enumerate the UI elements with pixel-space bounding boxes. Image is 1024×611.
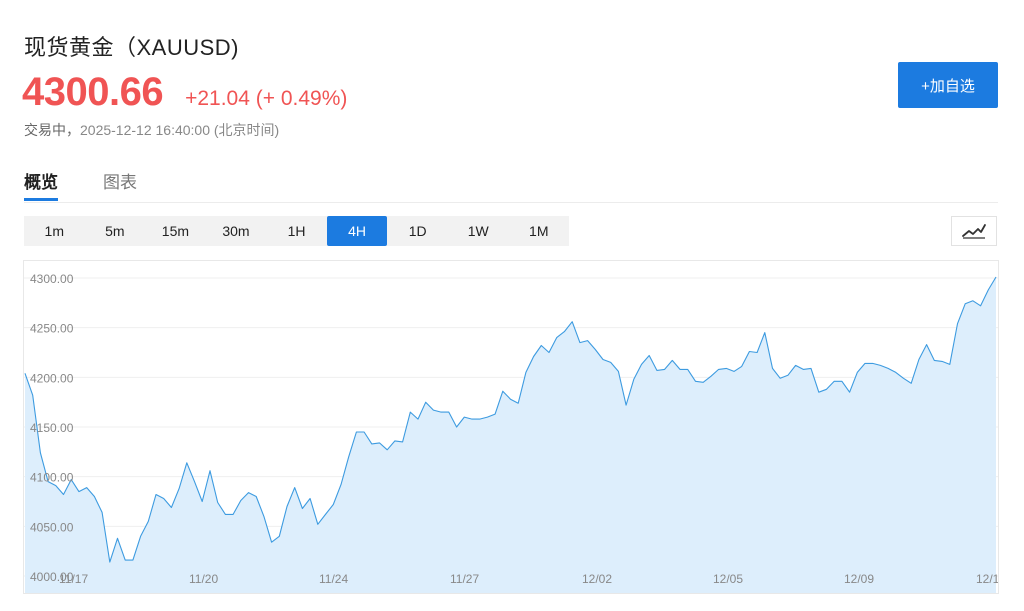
timeframe-selector: 1m 5m 15m 30m 1H 4H 1D 1W 1M	[24, 216, 569, 246]
x-tick-label: 11/20	[189, 572, 218, 586]
timeframe-1mo[interactable]: 1M	[529, 223, 549, 239]
price-chart[interactable]: 4000.00 4050.00 4100.00 4150.00 4200.00 4250.…	[23, 260, 999, 594]
x-tick-label: 12/09	[844, 572, 874, 586]
x-tick-label: 11/24	[319, 572, 348, 586]
price-area	[25, 277, 996, 593]
timeframe-1w[interactable]: 1W	[467, 223, 489, 239]
timeframe-30m[interactable]: 30m	[222, 223, 250, 239]
status-label: 交易中，	[24, 122, 80, 138]
timeframe-1d[interactable]: 1D	[408, 223, 427, 239]
y-tick-label: 4200.00	[30, 371, 74, 385]
timeframe-15m[interactable]: 15m	[161, 223, 190, 239]
x-tick-label: 11/17	[59, 572, 88, 586]
timeframe-1m[interactable]: 1m	[44, 223, 64, 239]
x-tick-label: 11/27	[450, 572, 479, 586]
timeframe-4h[interactable]: 4H	[326, 216, 388, 246]
chart-type-button[interactable]	[951, 216, 997, 246]
page-title: 现货黄金（XAUUSD)	[24, 35, 240, 60]
trading-status: 交易中，2025-12-12 16:40:00 (北京时间)	[24, 120, 279, 140]
tab-bar: 概览 图表	[24, 168, 998, 203]
x-tick-label: 12/02	[582, 572, 612, 586]
x-tick-label: 12/05	[713, 572, 743, 586]
y-tick-label: 4300.00	[30, 272, 74, 286]
price-chart-svg: 4000.00 4050.00 4100.00 4150.00 4200.00 4250.…	[24, 272, 998, 593]
y-tick-label: 4050.00	[30, 520, 74, 534]
price-row: 4300.66 +21.04 (+ 0.49%)	[22, 70, 347, 116]
y-tick-label: 4150.00	[30, 421, 74, 435]
timeframe-1h[interactable]: 1H	[287, 223, 306, 239]
y-tick-label: 4250.00	[30, 322, 74, 336]
price-change: +21.04 (+ 0.49%)	[185, 87, 348, 110]
x-tick-label: 12/1	[976, 572, 998, 586]
timestamp: 2025-12-12 16:40:00 (北京时间)	[80, 122, 280, 138]
price-line	[24, 276, 997, 563]
current-price: 4300.66	[22, 70, 164, 114]
add-to-watchlist-button[interactable]: +加自选	[898, 62, 998, 108]
tab-overview[interactable]: 概览	[24, 168, 58, 201]
line-chart-icon	[962, 224, 986, 239]
tab-chart[interactable]: 图表	[103, 173, 137, 192]
y-tick-label: 4000.00	[30, 570, 74, 584]
timeframe-5m[interactable]: 5m	[105, 223, 125, 239]
y-tick-label: 4100.00	[30, 471, 74, 485]
